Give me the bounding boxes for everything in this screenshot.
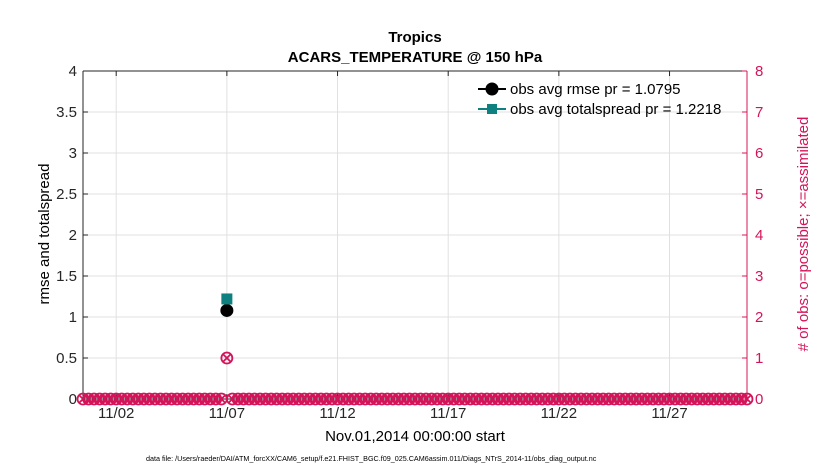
chart-title: Tropics <box>388 29 441 46</box>
tick-labels: 11/02 11/07 11/12 11/17 11/22 11/27 0 0.5 1 1.5 2 2… <box>56 63 763 422</box>
left-y-tick-label: 0.5 <box>56 350 77 367</box>
stat-series <box>220 293 234 317</box>
legend-label: obs avg totalspread pr = 1.2218 <box>510 101 721 118</box>
possible-obs-marker <box>220 351 234 365</box>
right-y-tick-label: 2 <box>755 309 763 326</box>
left-y-tick-label: 1 <box>69 309 77 326</box>
chart-subtitle: ACARS_TEMPERATURE @ 150 hPa <box>288 49 543 66</box>
left-y-tick-label: 4 <box>69 63 77 80</box>
assimilated-obs-marker <box>222 353 232 363</box>
left-y-tick-label: 0 <box>69 391 77 408</box>
legend-rmse-marker <box>485 82 499 96</box>
assimilated-obs-marker <box>216 394 226 404</box>
footer-note: data file: /Users/raeder/DAI/ATM_forcXX/… <box>146 454 597 463</box>
right-y-tick-label: 4 <box>755 227 763 244</box>
legend: obs avg rmse pr = 1.0795 obs avg totalspr… <box>478 81 721 118</box>
left-y-tick-label: 1.5 <box>56 268 77 285</box>
left-y-axis-label: rmse and totalspread <box>36 164 53 305</box>
right-y-tick-label: 7 <box>755 104 763 121</box>
assimilated-obs-marker <box>742 394 752 404</box>
x-axis-label: Nov.01,2014 00:00:00 start <box>325 428 506 445</box>
right-y-tick-label: 6 <box>755 145 763 162</box>
obs-count-series <box>76 351 754 406</box>
right-y-axis-label: # of obs: o=possible; ×=assimilated <box>795 117 812 352</box>
left-y-tick-label: 3 <box>69 145 77 162</box>
right-y-tick-label: 5 <box>755 186 763 203</box>
x-tick-label: 11/02 <box>98 405 134 422</box>
rmse-point <box>220 303 234 317</box>
x-tick-label: 11/22 <box>541 405 577 422</box>
totalspread-point <box>221 293 233 305</box>
left-y-tick-label: 3.5 <box>56 104 77 121</box>
right-y-tick-label: 0 <box>755 391 763 408</box>
x-tick-label: 11/27 <box>651 405 687 422</box>
right-y-tick-label: 8 <box>755 63 763 80</box>
legend-label: obs avg rmse pr = 1.0795 <box>510 81 681 98</box>
left-y-tick-label: 2.5 <box>56 186 77 203</box>
left-y-tick-label: 2 <box>69 227 77 244</box>
x-tick-label: 11/17 <box>430 405 466 422</box>
legend-totalspread-marker <box>487 104 497 114</box>
x-tick-label: 11/12 <box>319 405 355 422</box>
right-y-tick-label: 3 <box>755 268 763 285</box>
x-tick-label: 11/07 <box>209 405 245 422</box>
grid <box>83 71 747 399</box>
right-y-tick-label: 1 <box>755 350 763 367</box>
